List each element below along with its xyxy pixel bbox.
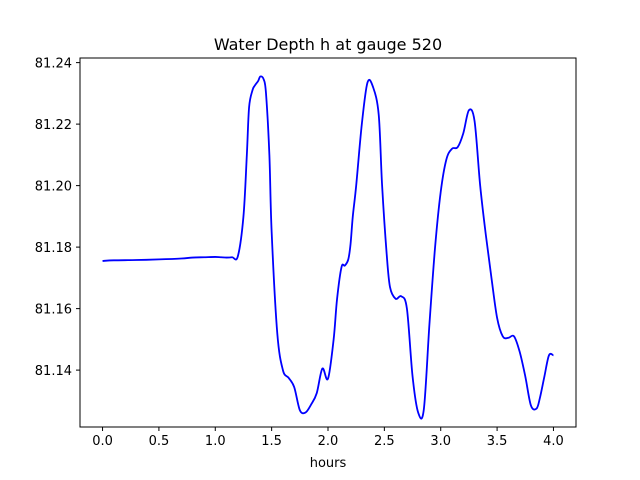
x-tick-label: 0.5 (149, 434, 170, 449)
y-tick-label: 81.24 (35, 57, 72, 72)
x-axis-label: hours (310, 456, 347, 471)
chart-title: Water Depth h at gauge 520 (214, 35, 442, 54)
y-tick-label: 81.18 (35, 241, 72, 256)
y-tick-label: 81.16 (35, 303, 72, 318)
y-tick-label: 81.22 (35, 118, 72, 133)
y-tick-label: 81.14 (35, 364, 72, 379)
x-tick-label: 1.5 (261, 434, 282, 449)
x-tick-label: 2.0 (318, 434, 339, 449)
x-tick-label: 3.0 (430, 434, 451, 449)
y-axis-ticks: 81.14 81.16 81.18 81.20 81.22 81.24 (35, 57, 80, 379)
x-tick-label: 2.5 (374, 434, 395, 449)
y-tick-label: 81.20 (35, 180, 72, 195)
x-tick-label: 0.0 (92, 434, 113, 449)
x-tick-label: 1.0 (205, 434, 226, 449)
x-axis-ticks: 0.0 0.5 1.0 1.5 2.0 2.5 3.0 3.5 4.0 (92, 427, 564, 449)
x-tick-label: 3.5 (487, 434, 508, 449)
plot-area-frame (79, 57, 577, 428)
x-tick-label: 4.0 (543, 434, 564, 449)
series-line (102, 75, 554, 420)
